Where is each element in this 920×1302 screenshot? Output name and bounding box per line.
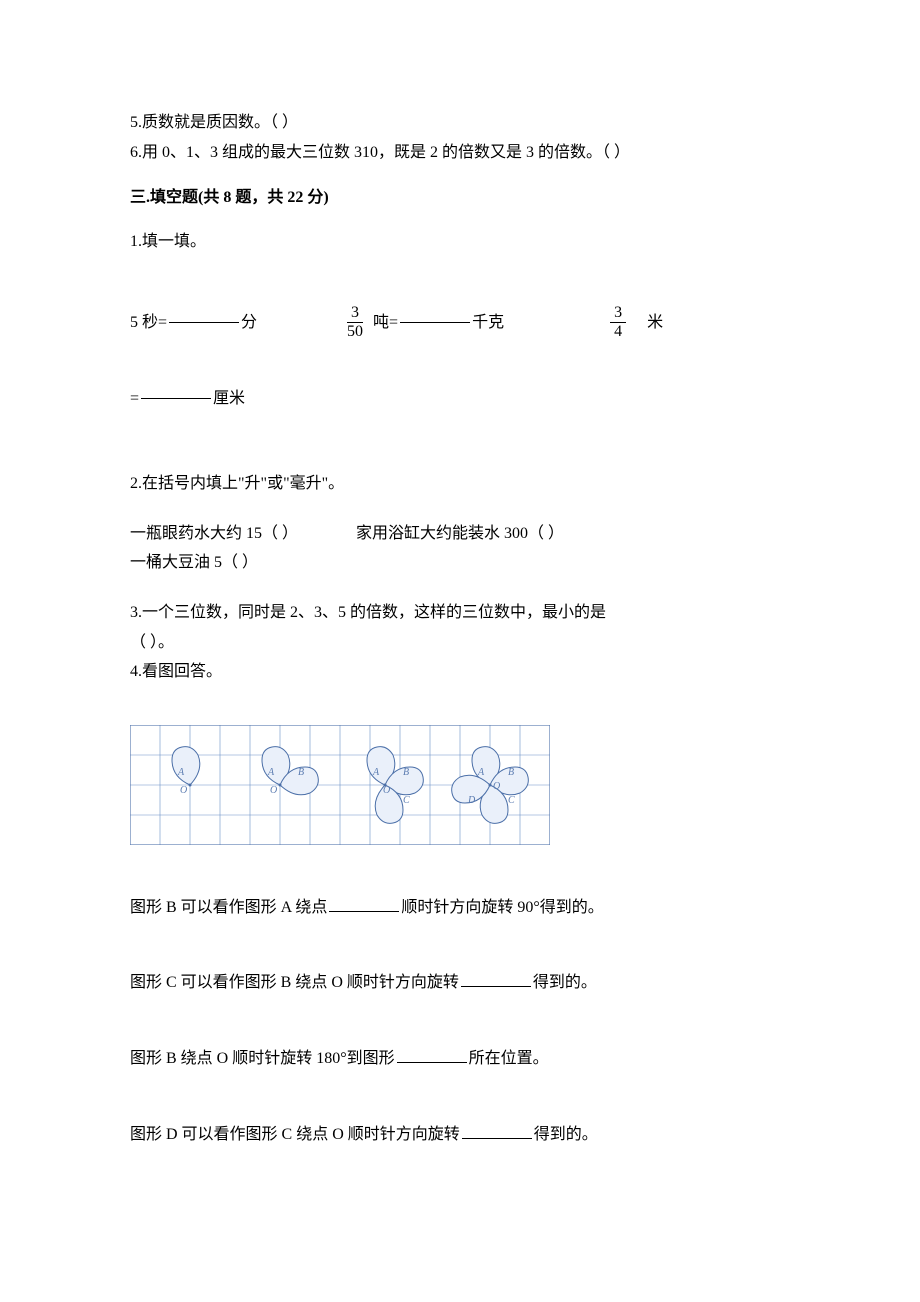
tof-q6: 6.用 0、1、3 组成的最大三位数 310，既是 2 的倍数又是 3 的倍数。… <box>130 140 790 166</box>
q1-seg2-post: 千克 <box>472 310 504 336</box>
q4-blank1 <box>329 911 399 912</box>
q1-seg2-pre: 吨= <box>373 310 398 336</box>
svg-text:A: A <box>477 767 485 778</box>
section3-header-text: 三.填空题(共 8 题，共 22 分) <box>130 189 329 206</box>
q1-seg3-label: 米 <box>647 310 663 336</box>
q1-cm-row: = 厘米 <box>130 386 790 412</box>
q1-cm-post: 厘米 <box>213 386 245 412</box>
q4-l4: 图形 D 可以看作图形 C 绕点 O 顺时针方向旋转 得到的。 <box>130 1122 790 1148</box>
q1-frac1: 3 50 <box>343 304 367 340</box>
q1-row: 5 秒= 分 3 50 吨= 千克 3 4 米 <box>130 304 790 340</box>
q1-blank1 <box>169 322 239 323</box>
q4-l3b: 所在位置。 <box>469 1050 549 1067</box>
q4-blank4 <box>462 1138 532 1139</box>
svg-text:B: B <box>508 767 514 778</box>
q1-frac2: 3 4 <box>610 304 626 340</box>
q4-prompt-text: 4.看图回答。 <box>130 663 222 680</box>
svg-text:B: B <box>403 767 409 778</box>
q2-prompt: 2.在括号内填上"升"或"毫升"。 <box>130 471 790 497</box>
q2-line1: 一瓶眼药水大约 15（ ） 家用浴缸大约能装水 300（ ） <box>130 521 790 547</box>
q1-frac1-num: 3 <box>347 304 363 323</box>
svg-text:B: B <box>298 767 304 778</box>
q4-l1a: 图形 B 可以看作图形 A 绕点 <box>130 899 327 916</box>
q1-seg3: 3 4 米 <box>604 304 663 340</box>
q1-seg1: 5 秒= 分 <box>130 310 257 336</box>
q2-line2: 一桶大豆油 5（ ） <box>130 550 790 576</box>
svg-text:D: D <box>467 795 476 806</box>
q3-line2-text: （ ）。 <box>130 634 174 651</box>
q3-line1: 3.一个三位数，同时是 2、3、5 的倍数，这样的三位数中，最小的是 <box>130 600 790 626</box>
q1-prompt: 1.填一填。 <box>130 229 790 255</box>
q4-l3a: 图形 B 绕点 O 顺时针旋转 180°到图形 <box>130 1050 395 1067</box>
q1-seg1-pre: 5 秒= <box>130 310 167 336</box>
q1-frac2-den: 4 <box>610 323 626 341</box>
q4-diagram: AOABOABCOABCDO <box>130 725 550 845</box>
q4-l2a: 图形 C 可以看作图形 B 绕点 O 顺时针方向旋转 <box>130 974 459 991</box>
q2-line2-text: 一桶大豆油 5（ ） <box>130 554 258 571</box>
q1-seg2: 3 50 吨= 千克 <box>337 304 504 340</box>
tof-q5-text: 5.质数就是质因数。（ ） <box>130 114 298 131</box>
q4-l4a: 图形 D 可以看作图形 C 绕点 O 顺时针方向旋转 <box>130 1126 460 1143</box>
q4-l4b: 得到的。 <box>534 1126 598 1143</box>
q1-blank2 <box>400 322 470 323</box>
q4-prompt: 4.看图回答。 <box>130 659 790 685</box>
svg-text:O: O <box>180 785 187 796</box>
svg-text:A: A <box>267 767 275 778</box>
svg-text:C: C <box>403 795 410 806</box>
q4-l1: 图形 B 可以看作图形 A 绕点 顺时针方向旋转 90°得到的。 <box>130 895 790 921</box>
q4-l2: 图形 C 可以看作图形 B 绕点 O 顺时针方向旋转 得到的。 <box>130 970 790 996</box>
q4-blank2 <box>461 986 531 987</box>
q3-line1-text: 3.一个三位数，同时是 2、3、5 的倍数，这样的三位数中，最小的是 <box>130 604 606 621</box>
q2-line1b: 家用浴缸大约能装水 300（ ） <box>356 525 564 542</box>
q4-l1b: 顺时针方向旋转 90°得到的。 <box>401 899 603 916</box>
q2-line1a: 一瓶眼药水大约 15（ ） <box>130 525 298 542</box>
q4-l3: 图形 B 绕点 O 顺时针旋转 180°到图形 所在位置。 <box>130 1046 790 1072</box>
svg-text:A: A <box>177 767 185 778</box>
svg-text:O: O <box>270 785 277 796</box>
q1-blank3 <box>141 398 211 399</box>
q1-frac2-num: 3 <box>610 304 626 323</box>
q4-blank3 <box>397 1062 467 1063</box>
q1-prompt-text: 1.填一填。 <box>130 233 206 250</box>
tof-q6-text: 6.用 0、1、3 组成的最大三位数 310，既是 2 的倍数又是 3 的倍数。… <box>130 144 630 161</box>
tof-q5: 5.质数就是质因数。（ ） <box>130 110 790 136</box>
q2-prompt-text: 2.在括号内填上"升"或"毫升"。 <box>130 475 344 492</box>
q1-seg1-post: 分 <box>241 310 257 336</box>
q4-l2b: 得到的。 <box>533 974 597 991</box>
svg-text:C: C <box>508 795 515 806</box>
q4-diagram-svg: AOABOABCOABCDO <box>130 725 550 845</box>
svg-text:O: O <box>383 785 390 796</box>
q1-cm-pre: = <box>130 386 139 412</box>
section3-header: 三.填空题(共 8 题，共 22 分) <box>130 185 790 211</box>
svg-text:A: A <box>372 767 380 778</box>
q3-line2: （ ）。 <box>130 630 790 656</box>
svg-text:O: O <box>493 781 500 792</box>
q1-frac1-den: 50 <box>343 323 367 341</box>
